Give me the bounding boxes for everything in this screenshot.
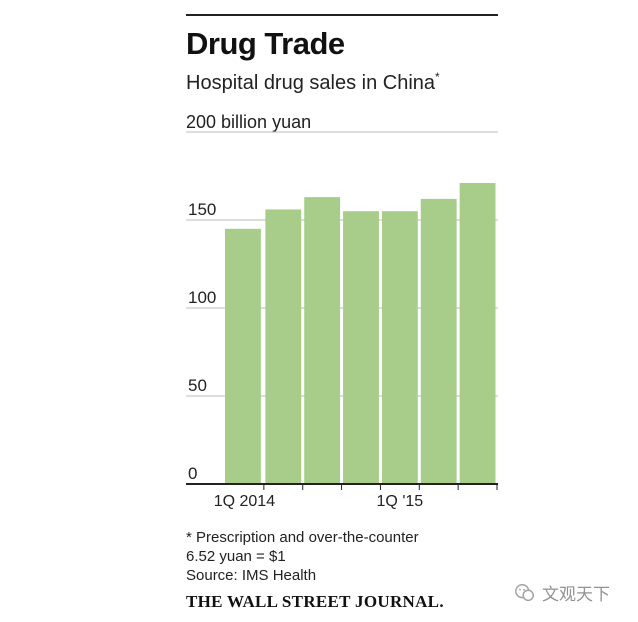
y-tick-label: 150 — [188, 200, 216, 219]
wechat-icon — [515, 583, 534, 601]
y-tick-label: 100 — [188, 288, 216, 307]
watermark: 文观天下 — [514, 580, 610, 605]
chart-subtitle: Hospital drug sales in China* — [186, 70, 440, 95]
y-tick-label: 0 — [188, 464, 197, 483]
x-tick-label: 1Q 2014 — [214, 493, 275, 510]
chart-notes: * Prescription and over-the-counter 6.52… — [186, 528, 419, 585]
y-axis-label: 200 billion yuan — [186, 112, 312, 132]
bar — [381, 211, 418, 484]
footnote-line: 6.52 yuan = $1 — [186, 548, 286, 565]
bar — [420, 198, 457, 484]
watermark-text: 文观天下 — [542, 585, 610, 604]
source-line: Source: IMS Health — [186, 567, 317, 584]
publisher-logo: THE WALL STREET JOURNAL. — [186, 592, 444, 611]
bar — [225, 228, 261, 484]
footnote-line: * Prescription and over-the-counter — [186, 529, 419, 546]
subtitle-footnote-marker: * — [435, 70, 440, 84]
bar — [265, 209, 302, 484]
top-rule — [186, 14, 498, 16]
bar — [343, 211, 379, 484]
bar — [304, 197, 341, 484]
chart-title: Drug Trade — [186, 26, 345, 61]
bar — [459, 183, 496, 485]
y-tick-label: 50 — [188, 376, 207, 395]
x-tick-label: 1Q '15 — [377, 493, 424, 510]
chart-subtitle-text: Hospital drug sales in China — [186, 72, 436, 94]
